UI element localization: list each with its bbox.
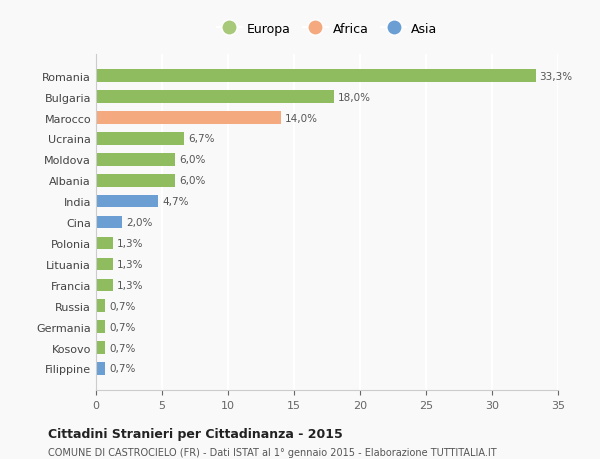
Bar — [96, 70, 536, 83]
Text: 2,0%: 2,0% — [127, 218, 153, 228]
Text: 6,7%: 6,7% — [188, 134, 215, 144]
Legend: Europa, Africa, Asia: Europa, Africa, Asia — [212, 18, 443, 41]
Text: 0,7%: 0,7% — [109, 343, 136, 353]
Bar — [96, 300, 105, 312]
Text: 0,7%: 0,7% — [109, 364, 136, 374]
Bar — [96, 91, 334, 104]
Bar — [96, 112, 281, 124]
Bar — [96, 154, 175, 166]
Bar — [96, 174, 175, 187]
Text: 1,3%: 1,3% — [117, 239, 143, 248]
Text: 0,7%: 0,7% — [109, 301, 136, 311]
Text: Cittadini Stranieri per Cittadinanza - 2015: Cittadini Stranieri per Cittadinanza - 2… — [48, 427, 343, 440]
Bar — [96, 341, 105, 354]
Bar — [96, 258, 113, 271]
Bar — [96, 196, 158, 208]
Bar — [96, 321, 105, 333]
Text: 6,0%: 6,0% — [179, 176, 206, 186]
Text: COMUNE DI CASTROCIELO (FR) - Dati ISTAT al 1° gennaio 2015 - Elaborazione TUTTIT: COMUNE DI CASTROCIELO (FR) - Dati ISTAT … — [48, 448, 497, 458]
Text: 33,3%: 33,3% — [539, 72, 572, 82]
Text: 0,7%: 0,7% — [109, 322, 136, 332]
Text: 6,0%: 6,0% — [179, 155, 206, 165]
Bar — [96, 237, 113, 250]
Text: 14,0%: 14,0% — [285, 113, 318, 123]
Bar — [96, 133, 184, 146]
Text: 1,3%: 1,3% — [117, 280, 143, 290]
Text: 1,3%: 1,3% — [117, 259, 143, 269]
Bar — [96, 216, 122, 229]
Text: 18,0%: 18,0% — [338, 92, 371, 102]
Text: 4,7%: 4,7% — [162, 197, 188, 207]
Bar — [96, 279, 113, 291]
Bar — [96, 363, 105, 375]
